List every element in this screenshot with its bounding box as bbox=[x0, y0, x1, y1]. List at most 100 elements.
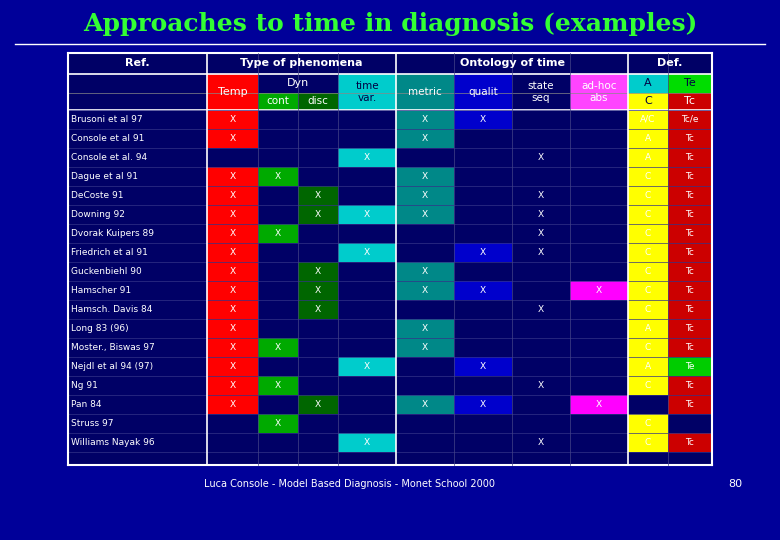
Text: A: A bbox=[645, 362, 651, 371]
Text: DeCoste 91: DeCoste 91 bbox=[71, 191, 123, 200]
Bar bbox=[258, 224, 298, 243]
Text: X: X bbox=[422, 210, 428, 219]
Text: Tc: Tc bbox=[686, 400, 694, 409]
Bar bbox=[258, 93, 298, 110]
Text: X: X bbox=[275, 172, 281, 181]
Text: metric: metric bbox=[408, 87, 442, 97]
Bar bbox=[628, 110, 668, 129]
Bar bbox=[668, 395, 712, 414]
Bar bbox=[207, 338, 258, 357]
Bar bbox=[207, 243, 258, 262]
Bar bbox=[628, 281, 668, 300]
Bar bbox=[207, 224, 258, 243]
Text: C: C bbox=[645, 267, 651, 276]
Text: X: X bbox=[275, 381, 281, 390]
Bar bbox=[668, 74, 712, 93]
Text: Moster., Biswas 97: Moster., Biswas 97 bbox=[71, 343, 154, 352]
Bar bbox=[628, 167, 668, 186]
Text: Def.: Def. bbox=[658, 58, 682, 69]
Bar bbox=[628, 224, 668, 243]
Bar bbox=[396, 262, 454, 281]
Text: Te: Te bbox=[686, 362, 695, 371]
Bar bbox=[68, 53, 207, 74]
Text: X: X bbox=[422, 134, 428, 143]
Text: C: C bbox=[645, 343, 651, 352]
Bar bbox=[396, 167, 454, 186]
Bar bbox=[668, 224, 712, 243]
Text: C: C bbox=[645, 210, 651, 219]
Text: Ontology of time: Ontology of time bbox=[459, 58, 565, 69]
Text: X: X bbox=[229, 305, 236, 314]
Bar bbox=[258, 376, 298, 395]
Bar bbox=[396, 186, 454, 205]
Text: Tc: Tc bbox=[686, 248, 694, 257]
Text: C: C bbox=[645, 191, 651, 200]
Bar bbox=[454, 243, 512, 262]
Bar bbox=[668, 357, 712, 376]
Text: X: X bbox=[480, 286, 486, 295]
Bar bbox=[207, 395, 258, 414]
Text: Console et al. 94: Console et al. 94 bbox=[71, 153, 147, 162]
Text: Tc: Tc bbox=[686, 305, 694, 314]
Bar bbox=[628, 338, 668, 357]
Bar bbox=[512, 186, 570, 205]
Text: X: X bbox=[364, 438, 370, 447]
Text: Tc: Tc bbox=[686, 153, 694, 162]
Text: qualit: qualit bbox=[468, 87, 498, 97]
Bar bbox=[298, 262, 338, 281]
Bar bbox=[570, 281, 628, 300]
Text: time
var.: time var. bbox=[355, 81, 379, 103]
Text: X: X bbox=[538, 210, 544, 219]
Bar bbox=[668, 338, 712, 357]
Text: ad-hoc
abs: ad-hoc abs bbox=[581, 81, 617, 103]
Text: C: C bbox=[645, 229, 651, 238]
Bar bbox=[512, 148, 570, 167]
Bar bbox=[628, 205, 668, 224]
Text: C: C bbox=[645, 305, 651, 314]
Text: Ng 91: Ng 91 bbox=[71, 381, 98, 390]
Bar bbox=[512, 205, 570, 224]
Text: Tc: Tc bbox=[686, 438, 694, 447]
Text: X: X bbox=[229, 172, 236, 181]
Bar bbox=[207, 205, 258, 224]
Bar bbox=[628, 129, 668, 148]
Bar bbox=[628, 414, 668, 433]
Bar bbox=[396, 319, 454, 338]
Bar bbox=[338, 148, 396, 167]
Bar bbox=[68, 53, 712, 465]
Bar bbox=[207, 281, 258, 300]
Bar bbox=[628, 243, 668, 262]
Text: X: X bbox=[422, 191, 428, 200]
Text: X: X bbox=[422, 324, 428, 333]
Text: X: X bbox=[480, 115, 486, 124]
Text: X: X bbox=[315, 191, 321, 200]
Text: X: X bbox=[229, 210, 236, 219]
Text: A: A bbox=[645, 134, 651, 143]
Text: X: X bbox=[364, 248, 370, 257]
Text: X: X bbox=[229, 343, 236, 352]
Text: Temp: Temp bbox=[218, 87, 247, 97]
Text: cont: cont bbox=[267, 97, 289, 106]
Text: Tc: Tc bbox=[686, 134, 694, 143]
Bar bbox=[668, 148, 712, 167]
Bar bbox=[512, 376, 570, 395]
Bar bbox=[668, 281, 712, 300]
Text: X: X bbox=[364, 153, 370, 162]
Text: Ref.: Ref. bbox=[125, 58, 150, 69]
Text: 80: 80 bbox=[728, 479, 742, 489]
Text: X: X bbox=[229, 362, 236, 371]
Text: C: C bbox=[645, 172, 651, 181]
Text: X: X bbox=[315, 305, 321, 314]
Text: X: X bbox=[422, 343, 428, 352]
Bar bbox=[298, 93, 338, 110]
Text: Dyn: Dyn bbox=[287, 78, 309, 89]
Bar bbox=[298, 186, 338, 205]
Text: A/C: A/C bbox=[640, 115, 656, 124]
Bar bbox=[668, 129, 712, 148]
Bar bbox=[396, 338, 454, 357]
Bar bbox=[207, 376, 258, 395]
Bar bbox=[668, 110, 712, 129]
Bar bbox=[668, 205, 712, 224]
Bar bbox=[628, 148, 668, 167]
Text: state
seq: state seq bbox=[528, 81, 555, 103]
